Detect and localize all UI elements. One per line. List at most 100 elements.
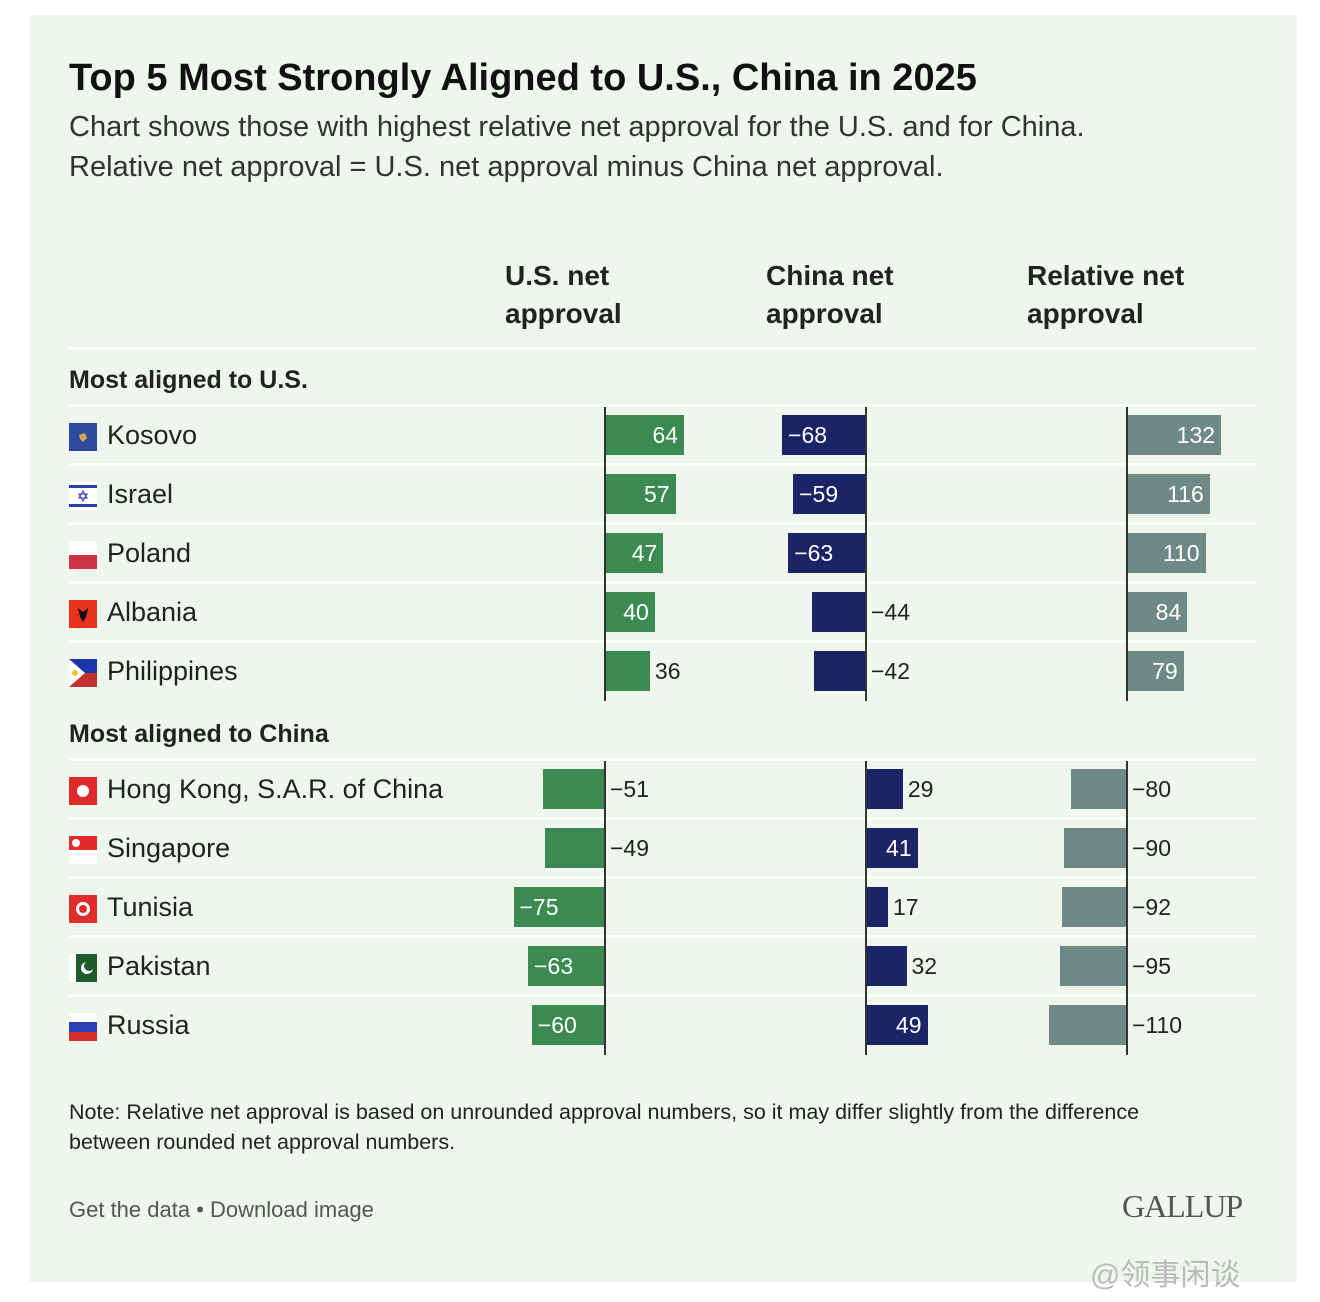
us-value-label: −49 bbox=[610, 835, 650, 861]
subtitle-line: Chart shows those with highest relative … bbox=[69, 111, 1085, 143]
china-value-label: −44 bbox=[871, 599, 911, 625]
china-value-label: 32 bbox=[911, 953, 938, 979]
relative-value-label: −80 bbox=[1132, 776, 1172, 802]
china-bar bbox=[811, 592, 866, 632]
relative-axis bbox=[1126, 407, 1128, 701]
china-bar bbox=[867, 887, 888, 927]
relative-bar bbox=[1063, 828, 1127, 868]
relative-bar bbox=[1049, 1005, 1127, 1045]
relative-value-label: 132 bbox=[1176, 422, 1216, 448]
us-bar bbox=[513, 887, 605, 927]
china-bar bbox=[814, 651, 866, 691]
country-name: Poland bbox=[107, 538, 192, 568]
column-header-relative: Relative net approval bbox=[1027, 260, 1185, 329]
row-divider bbox=[69, 817, 1257, 820]
row-divider bbox=[69, 758, 1257, 761]
pakistan-flag bbox=[69, 954, 97, 982]
us-bar bbox=[606, 651, 650, 691]
country-name: Albania bbox=[107, 597, 198, 627]
china-value-label: −68 bbox=[788, 422, 828, 448]
relative-axis bbox=[1126, 761, 1128, 1055]
poland-flag bbox=[69, 541, 97, 569]
us-bar bbox=[545, 828, 605, 868]
relative-bar bbox=[1128, 474, 1210, 514]
section-title: Most aligned to U.S. bbox=[69, 366, 308, 394]
china-bar bbox=[867, 769, 903, 809]
us-value-label: 57 bbox=[643, 481, 670, 507]
china-value-label: −63 bbox=[794, 540, 834, 566]
link-separator: • bbox=[190, 1197, 211, 1222]
us-axis bbox=[604, 407, 606, 701]
relative-bar bbox=[1062, 887, 1127, 927]
relative-value-label: −110 bbox=[1132, 1012, 1183, 1038]
china-value-label: 17 bbox=[892, 894, 919, 920]
china-bar bbox=[867, 828, 918, 868]
get-data-link[interactable]: Get the data bbox=[69, 1197, 191, 1222]
relative-bar bbox=[1128, 415, 1222, 455]
china-bar bbox=[788, 533, 866, 573]
us-value-label: −75 bbox=[519, 894, 559, 920]
column-header-us: U.S. net approval bbox=[505, 260, 622, 329]
column-header-china: China net approval bbox=[766, 260, 894, 329]
country-name: Philippines bbox=[107, 656, 238, 686]
row-divider bbox=[69, 404, 1257, 407]
us-bar bbox=[606, 592, 655, 632]
row-divider bbox=[69, 876, 1257, 879]
us-value-label: 64 bbox=[652, 422, 679, 448]
us-bar bbox=[606, 415, 685, 455]
singapore-flag bbox=[69, 836, 97, 864]
relative-value-label: −92 bbox=[1132, 894, 1172, 920]
relative-value-label: −90 bbox=[1132, 835, 1172, 861]
chart-title: Top 5 Most Strongly Aligned to U.S., Chi… bbox=[69, 57, 977, 99]
china-axis bbox=[865, 407, 867, 701]
us-bar bbox=[606, 474, 676, 514]
country-name: Singapore bbox=[107, 833, 231, 863]
china-value-label: −42 bbox=[871, 658, 911, 684]
download-image-link[interactable]: Download image bbox=[210, 1197, 374, 1222]
russia-flag bbox=[69, 1013, 97, 1041]
subtitle-line: Relative net approval = U.S. net approva… bbox=[69, 151, 944, 183]
us-bar bbox=[528, 946, 605, 986]
relative-bar bbox=[1128, 592, 1188, 632]
us-value-label: 40 bbox=[623, 599, 649, 625]
philippines-flag bbox=[69, 659, 97, 687]
china-value-label: 29 bbox=[907, 776, 934, 802]
gallup-logo: GALLUP bbox=[1122, 1188, 1243, 1224]
chart-note: Note: Relative net approval is based on … bbox=[69, 1100, 1140, 1154]
relative-bar bbox=[1128, 651, 1184, 691]
albania-flag bbox=[69, 600, 97, 628]
us-value-label: −51 bbox=[610, 776, 650, 802]
us-bar bbox=[542, 769, 605, 809]
us-value-label: −60 bbox=[537, 1012, 577, 1038]
china-bar bbox=[782, 415, 866, 455]
china-value-label: −59 bbox=[799, 481, 839, 507]
row-divider bbox=[69, 935, 1257, 938]
tunisia-flag bbox=[69, 895, 97, 923]
us-bar bbox=[531, 1005, 605, 1045]
kosovo-flag bbox=[69, 423, 97, 451]
footer-links: Get the data • Download image bbox=[69, 1197, 374, 1223]
country-name: Russia bbox=[107, 1010, 190, 1040]
country-name: Tunisia bbox=[107, 892, 194, 922]
header-divider bbox=[69, 347, 1257, 350]
country-name: Kosovo bbox=[107, 420, 198, 450]
country-name: Pakistan bbox=[107, 951, 211, 981]
us-axis bbox=[604, 761, 606, 1055]
china-bar bbox=[867, 1005, 928, 1045]
relative-bar bbox=[1128, 533, 1206, 573]
row-divider bbox=[69, 522, 1257, 525]
row-divider bbox=[69, 640, 1257, 643]
country-name: Israel bbox=[107, 479, 174, 509]
us-value-label: 47 bbox=[631, 540, 658, 566]
china-value-label: 49 bbox=[895, 1012, 922, 1038]
relative-value-label: 84 bbox=[1155, 599, 1182, 625]
relative-bar bbox=[1060, 946, 1127, 986]
hong-kong-flag bbox=[69, 777, 97, 805]
us-value-label: −63 bbox=[534, 953, 574, 979]
china-value-label: 41 bbox=[886, 835, 912, 861]
relative-value-label: 110 bbox=[1162, 540, 1200, 566]
relative-value-label: −95 bbox=[1132, 953, 1172, 979]
row-divider bbox=[69, 994, 1257, 997]
relative-bar bbox=[1070, 769, 1127, 809]
chart-card: Top 5 Most Strongly Aligned to U.S., Chi… bbox=[29, 15, 1297, 1282]
